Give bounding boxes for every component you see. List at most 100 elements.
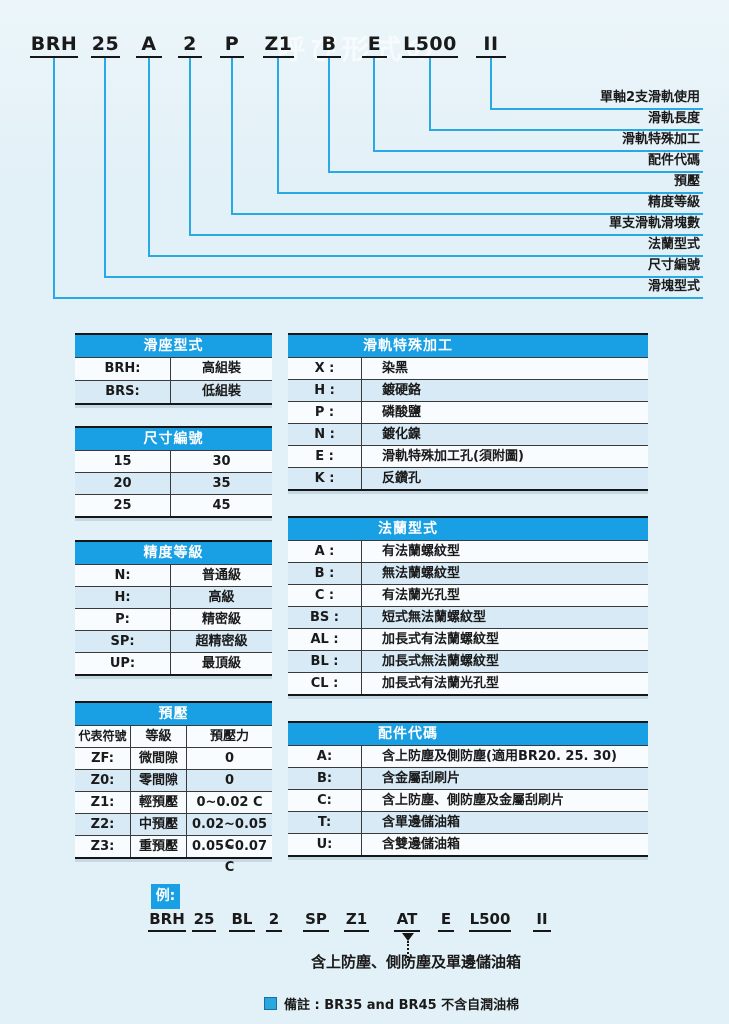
table-row: Z3: 重預壓 0.05~0.07 C xyxy=(75,835,272,875)
cell-desc: 45 xyxy=(212,498,231,513)
cell-force: 0.05~0.07 C xyxy=(191,839,268,875)
cell-code: U: xyxy=(288,834,362,855)
cell-code: BS : xyxy=(288,607,362,628)
cell-grade: 重預壓 xyxy=(131,836,187,857)
table-row: K : 反鑽孔 xyxy=(288,467,648,489)
code-label-block-count: 單支滑軌滑塊數 xyxy=(608,216,700,231)
table-precision-grade: 精度等級 N: 普通級 H: 高級 P: 精密級 SP: 超精密級 UP: 最頂… xyxy=(75,540,272,676)
code-segment-accessory: B xyxy=(317,33,341,58)
example-callout-text: 含上防塵、側防塵及單邊儲油箱 xyxy=(311,953,522,971)
table-title: 精度等級 xyxy=(75,542,272,564)
connector-line xyxy=(231,57,233,215)
table-row: U: 含雙邊儲油箱 xyxy=(288,833,648,855)
table-title: 配件代碼 xyxy=(288,723,648,745)
cell-desc: 高組裝 xyxy=(201,361,241,376)
cell-code: ZF: xyxy=(75,748,131,769)
table-title: 尺寸編號 xyxy=(75,428,272,450)
table-title: 滑軌特殊加工 xyxy=(288,335,648,357)
example-segment: L500 xyxy=(469,909,511,932)
table-row: B: 含金屬刮刷片 xyxy=(288,767,648,789)
table-row: P : 磷酸鹽 xyxy=(288,401,648,423)
code-label-rail-count: 單軸2支滑軌使用 xyxy=(599,90,700,105)
table-row: B : 無法蘭螺紋型 xyxy=(288,562,648,584)
cell-desc: 精密級 xyxy=(201,612,241,627)
code-label-rail-special: 滑軌特殊加工 xyxy=(621,132,700,147)
code-segment-rail-count: II xyxy=(476,33,506,58)
table-row: E : 滑軌特殊加工孔(須附圖) xyxy=(288,445,648,467)
cell-grade: 零間隙 xyxy=(131,770,187,791)
connector-line xyxy=(278,192,703,194)
table-row: 25 45 xyxy=(75,494,272,516)
cell-desc: 含上防塵及側防塵(適用BR20. 25. 30) xyxy=(382,749,618,764)
table-row: AL : 加長式有法蘭螺紋型 xyxy=(288,628,648,650)
cell-desc: 染黑 xyxy=(382,361,409,376)
code-segment-rail-length: L500 xyxy=(402,33,458,58)
connector-line xyxy=(189,57,191,236)
cell-code: 15 xyxy=(75,451,171,472)
cell-code: N: xyxy=(75,565,171,586)
connector-line xyxy=(149,255,703,257)
cell-code: UP: xyxy=(75,653,171,674)
watermark-text: 呼び形式の xyxy=(278,35,438,66)
code-segment-size: 25 xyxy=(91,33,120,58)
code-segment-precision: P xyxy=(220,33,244,58)
table-row: BRH: 高組裝 xyxy=(75,357,272,380)
table-row: N : 鍍化鎳 xyxy=(288,423,648,445)
table-row: Z0: 零間隙 0 xyxy=(75,769,272,791)
connector-line xyxy=(53,57,55,299)
cell-desc: 最頂級 xyxy=(201,656,241,671)
column-header: 等級 xyxy=(131,726,187,747)
connector-line xyxy=(490,57,492,110)
cell-desc: 加長式有法蘭螺紋型 xyxy=(382,632,500,647)
example-segment: 25 xyxy=(192,909,216,932)
connector-line xyxy=(105,276,703,278)
cell-force: 0.02~0.05 C xyxy=(191,817,268,853)
cell-desc: 低組裝 xyxy=(201,384,241,399)
table-row: A : 有法蘭螺紋型 xyxy=(288,540,648,562)
cell-code: C : xyxy=(288,585,362,606)
example-segment: BL xyxy=(229,909,255,932)
table-rail-special: 滑軌特殊加工 X : 染黑 H : 鍍硬鉻 P : 磷酸鹽 N : 鍍化鎳 E … xyxy=(288,333,648,491)
example-segment: E xyxy=(438,909,454,932)
cell-code: E : xyxy=(288,446,362,467)
example-segment: II xyxy=(533,909,551,932)
table-row: 20 35 xyxy=(75,472,272,494)
table-row: P: 精密級 xyxy=(75,608,272,630)
code-label-flange: 法蘭型式 xyxy=(647,237,700,252)
cell-grade: 微間隙 xyxy=(131,748,187,769)
table-row: BRS: 低組裝 xyxy=(75,380,272,403)
code-label-block-type: 滑塊型式 xyxy=(647,279,700,294)
cell-desc: 滑軌特殊加工孔(須附圖) xyxy=(382,449,524,464)
cell-code: AL : xyxy=(288,629,362,650)
cell-desc: 無法蘭螺紋型 xyxy=(382,566,461,581)
cell-desc: 磷酸鹽 xyxy=(382,405,422,420)
example-segment: BRH xyxy=(148,909,186,932)
code-segment-preload: Z1 xyxy=(263,33,294,58)
table-row: A: 含上防塵及側防塵(適用BR20. 25. 30) xyxy=(288,745,648,767)
cell-desc: 有法蘭光孔型 xyxy=(382,588,461,603)
cell-code: P : xyxy=(288,402,362,423)
table-row: SP: 超精密級 xyxy=(75,630,272,652)
column-header: 代表符號 xyxy=(75,726,131,747)
table-row: 15 30 xyxy=(75,450,272,472)
example-segment: 2 xyxy=(266,909,282,932)
example-segment: Z1 xyxy=(344,909,369,932)
code-segment-flange: A xyxy=(136,33,162,58)
connector-line xyxy=(328,57,330,173)
cell-force: 0 xyxy=(224,751,235,766)
cell-desc: 35 xyxy=(212,476,231,491)
code-label-rail-length: 滑軌長度 xyxy=(647,111,700,126)
cell-desc: 高級 xyxy=(208,590,235,605)
cell-code: SP: xyxy=(75,631,171,652)
table-row: Z1: 輕預壓 0~0.02 C xyxy=(75,791,272,813)
table-row: H: 高級 xyxy=(75,586,272,608)
code-label-precision: 精度等級 xyxy=(647,195,700,210)
cell-desc: 30 xyxy=(212,454,231,469)
footnote-text: 備註 : BR35 and BR45 不含自潤油棉 xyxy=(284,998,520,1013)
cell-desc: 加長式無法蘭螺紋型 xyxy=(382,654,500,669)
cell-desc: 短式無法蘭螺紋型 xyxy=(382,610,487,625)
cell-desc: 鍍化鎳 xyxy=(382,427,422,442)
connector-line xyxy=(104,57,106,278)
cell-code: Z0: xyxy=(75,770,131,791)
cell-code: P: xyxy=(75,609,171,630)
